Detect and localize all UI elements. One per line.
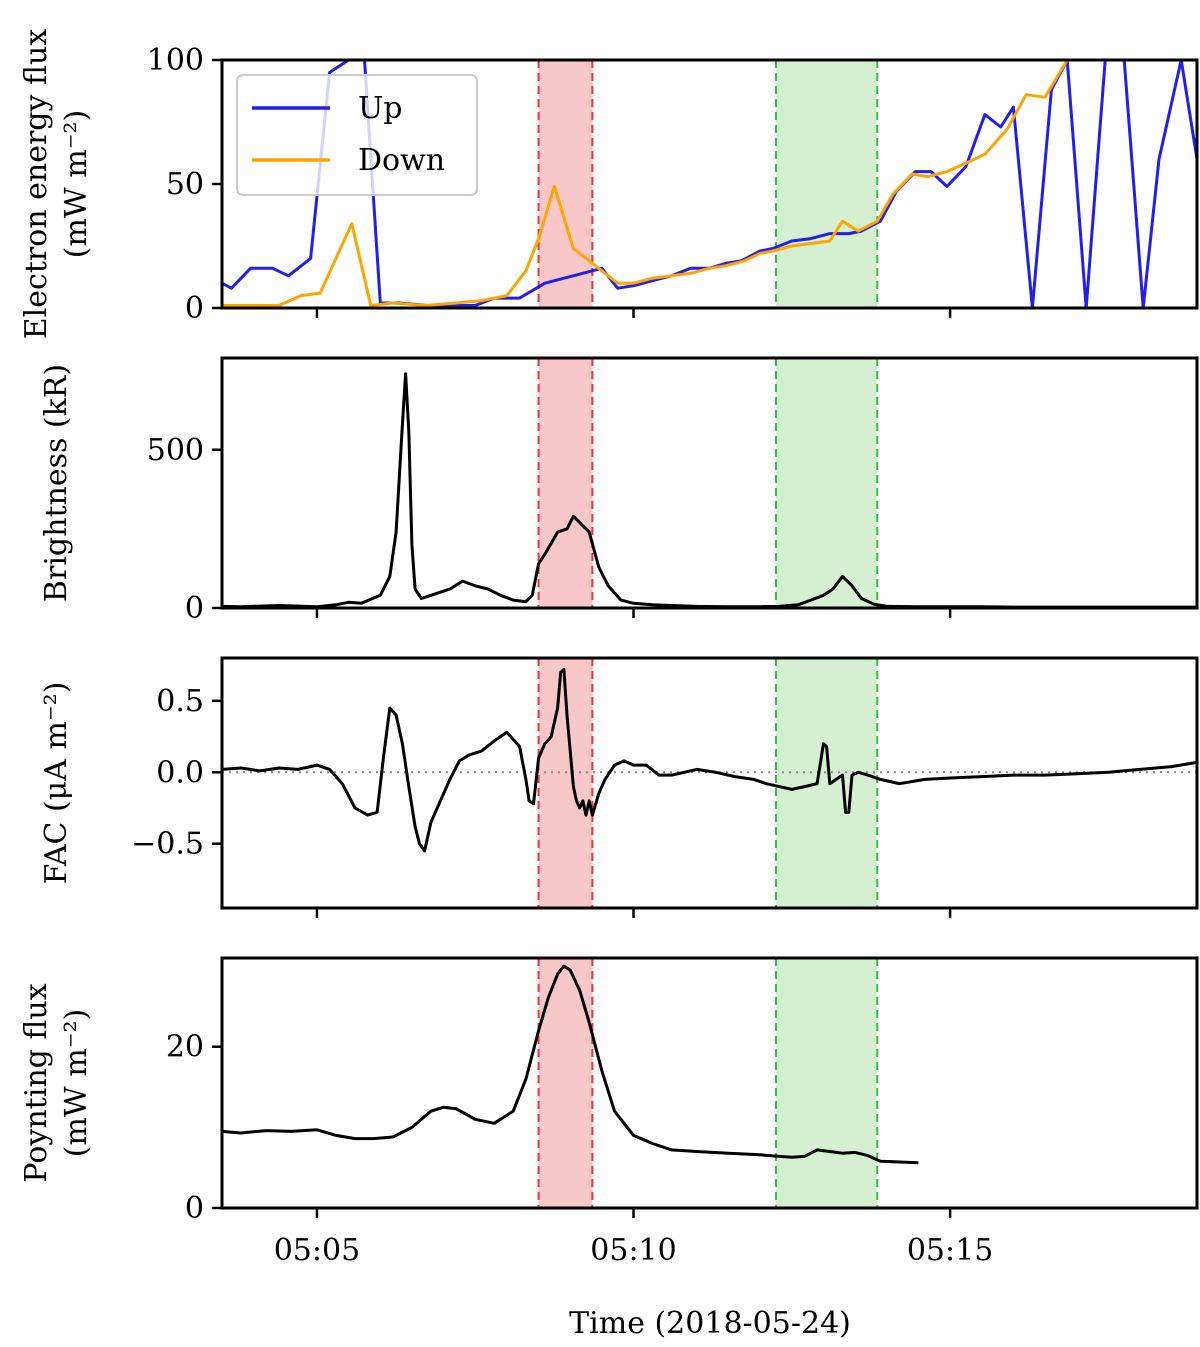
- green-interval-band: [775, 958, 878, 1208]
- y-tick-label: 0: [185, 1191, 204, 1226]
- plot-frame: [220, 956, 1199, 1210]
- y-tick-label: 0: [185, 591, 204, 626]
- red-interval-band: [538, 958, 593, 1208]
- y-tick-label: 0: [185, 291, 204, 326]
- green-interval-band: [775, 658, 878, 908]
- y-tick-label: −0.5: [131, 827, 204, 862]
- y-tick-label: 500: [147, 433, 204, 468]
- panel-poynting-flux: 0 20 05:05 05:10 05:15 Poynting flux (mW m⁻²): [19, 956, 1199, 1268]
- y-axis-label: (mW m⁻²): [59, 110, 94, 259]
- y-axis-label: FAC (μA m⁻²): [39, 682, 74, 885]
- y-tick-label: 0.0: [156, 755, 204, 790]
- plot-frame: [220, 356, 1199, 610]
- legend-label-up: Up: [358, 91, 403, 126]
- panel-electron-energy-flux: 0 50 100 Electron energy flux (mW m⁻²) Up Down: [19, 29, 1199, 340]
- green-interval-band: [775, 60, 878, 308]
- y-tick-label: 0.5: [156, 684, 204, 719]
- series-line-fac: [222, 667, 1197, 853]
- legend-label-down: Down: [358, 143, 445, 178]
- legend: Up Down: [236, 74, 478, 196]
- y-tick-label: 50: [166, 167, 204, 202]
- y-tick-label: 20: [166, 1030, 204, 1065]
- panel-fac: −0.5 0.0 0.5 FAC (μA m⁻²): [39, 656, 1199, 918]
- red-interval-band: [538, 60, 593, 308]
- series-line-up: [222, 60, 1197, 308]
- legend-box: [236, 74, 478, 196]
- y-axis-label: Electron energy flux: [19, 29, 54, 340]
- x-tick-label: 05:05: [274, 1233, 360, 1268]
- y-tick-label: 100: [147, 43, 204, 78]
- plot-frame: [220, 656, 1199, 910]
- x-tick-label: 05:15: [907, 1233, 993, 1268]
- y-axis-label: (mW m⁻²): [59, 1009, 94, 1158]
- series-line-poynting-flux: [222, 964, 919, 1165]
- green-interval-band: [775, 358, 878, 608]
- x-tick-label: 05:10: [590, 1233, 676, 1268]
- y-axis-label: Poynting flux: [19, 983, 54, 1182]
- x-axis-label: Time (2018-05-24): [569, 1306, 851, 1341]
- y-axis-label: Brightness (kR): [39, 364, 74, 602]
- red-interval-band: [538, 358, 593, 608]
- panel-brightness: 0 500 Brightness (kR): [39, 356, 1199, 626]
- series-line-brightness: [222, 372, 1197, 608]
- series-line-down: [222, 60, 1069, 307]
